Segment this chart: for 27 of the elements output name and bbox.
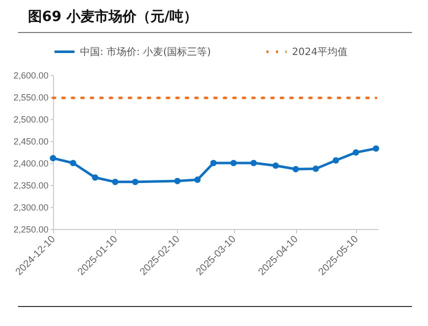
y-tick-label: 2,300.00 <box>13 202 48 212</box>
chart-title: 图69 小麦市场价（元/吨） <box>28 8 198 26</box>
point <box>312 166 319 172</box>
point <box>50 155 56 162</box>
point <box>250 160 257 166</box>
y-tick-label: 2,450.00 <box>13 136 48 146</box>
legend-label: 2024平均值 <box>292 46 348 58</box>
point <box>174 178 181 184</box>
point <box>132 178 138 186</box>
point <box>230 160 237 166</box>
point <box>332 157 340 164</box>
y-tick-label: 2,600.00 <box>13 70 48 80</box>
point <box>194 176 201 183</box>
y-tick-label: 2,550.00 <box>13 92 48 102</box>
y-tick-label: 2,400.00 <box>13 158 48 168</box>
point <box>92 174 98 181</box>
y-tick-label: 2,250.00 <box>13 224 48 234</box>
point <box>210 160 217 166</box>
point <box>112 178 118 186</box>
point <box>372 145 380 152</box>
point <box>352 149 360 156</box>
point <box>272 162 279 169</box>
y-tick-label: 2,500.00 <box>13 114 48 124</box>
point <box>292 166 299 172</box>
y-tick-label: 2,350.00 <box>13 180 48 190</box>
legend-label: 中国: 市场价: 小麦(国标三等) <box>80 46 211 58</box>
point <box>70 160 76 166</box>
